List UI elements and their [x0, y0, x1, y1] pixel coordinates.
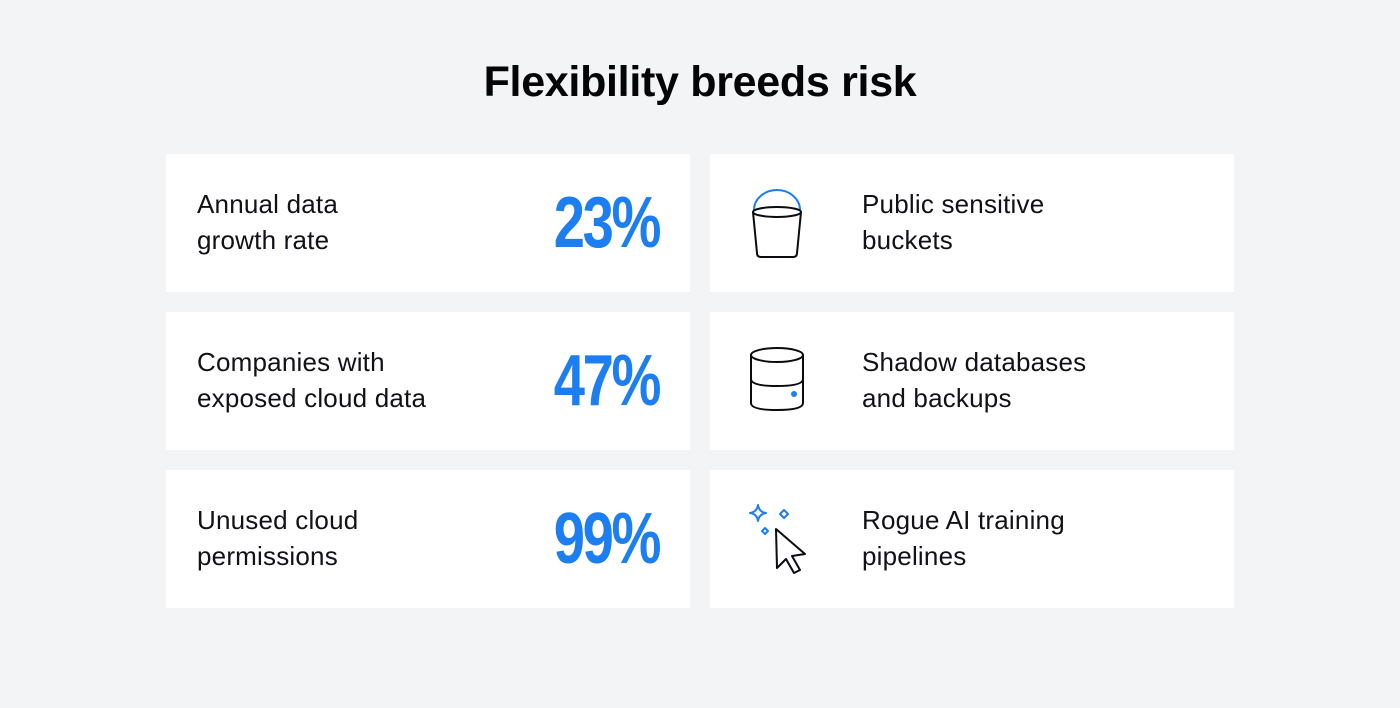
risk-card-rogue-ai: Rogue AI training pipelines [710, 470, 1234, 608]
database-icon [750, 347, 804, 412]
risk-label: Public sensitive buckets [862, 186, 1044, 258]
stat-card-exposed-data: Companies with exposed cloud data 47% [166, 312, 690, 450]
risk-label-line1: Rogue AI training [862, 505, 1065, 535]
stat-label: Annual data growth rate [197, 186, 338, 258]
risk-label: Shadow databases and backups [862, 344, 1086, 416]
stat-label: Unused cloud permissions [197, 502, 358, 574]
risk-label-line2: buckets [862, 225, 954, 255]
stat-label-line2: growth rate [197, 225, 330, 255]
risk-label-line2: and backups [862, 383, 1012, 413]
stat-value: 47% [553, 341, 662, 421]
risk-card-shadow-databases: Shadow databases and backups [710, 312, 1234, 450]
ai-cursor-sparkle-icon [749, 504, 806, 574]
stat-value: 23% [553, 183, 662, 263]
stat-label-line1: Annual data [197, 189, 338, 219]
stat-value: 99% [553, 499, 662, 579]
stat-card-data-growth: Annual data growth rate 23% [166, 154, 690, 292]
stat-label-line1: Companies with [197, 347, 385, 377]
risk-label-line1: Public sensitive [862, 189, 1045, 219]
risk-label: Rogue AI training pipelines [862, 502, 1065, 574]
bucket-icon [752, 189, 802, 258]
risk-label-line1: Shadow databases [862, 347, 1087, 377]
stat-card-unused-permissions: Unused cloud permissions 99% [166, 470, 690, 608]
risk-card-public-buckets: Public sensitive buckets [710, 154, 1234, 292]
stat-label-line2: exposed cloud data [197, 383, 427, 413]
stat-label-line2: permissions [197, 541, 338, 571]
stat-label: Companies with exposed cloud data [197, 344, 426, 416]
risk-label-line2: pipelines [862, 541, 967, 571]
stat-label-line1: Unused cloud [197, 505, 359, 535]
page-title: Flexibility breeds risk [483, 58, 917, 106]
